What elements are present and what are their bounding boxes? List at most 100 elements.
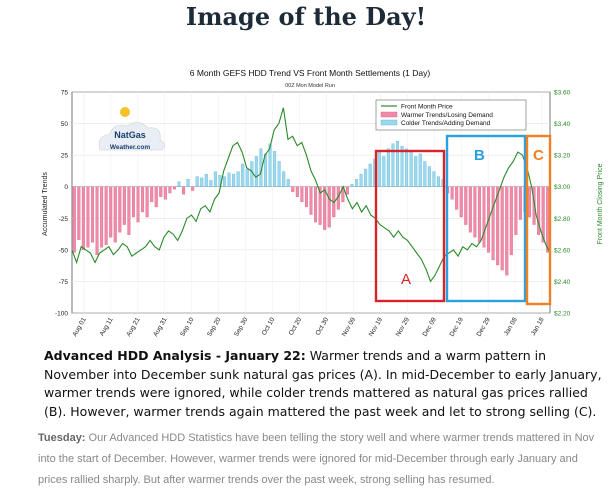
legend-swatch-warmer xyxy=(380,111,398,118)
x-tick-label: Sep 10 xyxy=(179,316,196,338)
colder-trend-bar xyxy=(436,176,440,187)
annotation-box-c xyxy=(525,134,552,306)
colder-trend-bar xyxy=(359,173,363,187)
warmer-trend-bar xyxy=(141,186,145,213)
warmer-trend-bar xyxy=(477,186,481,243)
warmer-trend-bar xyxy=(81,186,85,251)
right-tick-label: $2.20 xyxy=(554,311,571,318)
caption-text: Warmer trends and a warm pattern in Nove… xyxy=(44,348,602,419)
warmer-trend-bar xyxy=(509,186,513,256)
x-tick-label: Oct 30 xyxy=(315,316,331,336)
left-tick-label: -50 xyxy=(59,247,69,254)
warmer-trend-bar xyxy=(304,186,308,208)
annotation-label-b: B xyxy=(474,147,485,164)
left-axis-ticks: 75 50 25 0 -25 -50 -75 -100 xyxy=(55,90,68,318)
warmer-trend-bar xyxy=(455,186,459,210)
right-tick-label: $2.40 xyxy=(554,279,571,286)
left-tick-label: 50 xyxy=(61,121,69,128)
legend-box xyxy=(375,99,527,131)
x-tick-label: Oct 10 xyxy=(261,316,277,336)
colder-trend-bar xyxy=(418,153,422,187)
x-tick-label: Jan 08 xyxy=(503,316,519,337)
right-tick-label: $3.20 xyxy=(554,153,571,160)
colder-trend-bar xyxy=(286,178,290,187)
legend-label-colder: Colder Trends/Adding Demand xyxy=(401,120,491,127)
x-tick-label: Nov 29 xyxy=(395,316,412,338)
colder-trend-bar xyxy=(209,180,213,187)
colder-trend-bar xyxy=(268,143,272,187)
colder-trend-bar xyxy=(282,171,286,187)
x-tick-label: Aug 11 xyxy=(99,316,115,337)
x-tick-label: Nov 19 xyxy=(368,316,385,338)
colder-trend-bar xyxy=(364,168,368,187)
x-tick-label: Dec 29 xyxy=(475,316,492,338)
warmer-trend-bar xyxy=(318,186,322,225)
chart-subtitle: 00Z Mon Model Run xyxy=(285,83,335,89)
warmer-trend-bar xyxy=(145,186,149,218)
sun-shape xyxy=(120,107,130,117)
warmer-trend-bar xyxy=(491,186,495,261)
chart-legend: Front Month Price Warmer Trends/Losing D… xyxy=(375,99,527,131)
annotation-box-a xyxy=(374,149,446,303)
colder-trend-bar xyxy=(232,173,236,187)
colder-trend-bar xyxy=(350,184,354,187)
warmer-trend-bar xyxy=(104,186,108,245)
x-tick-label: Nov 09 xyxy=(341,316,358,338)
y-axis-label-left: Accumulated Trends xyxy=(42,172,49,236)
warmer-trend-bar xyxy=(496,186,500,266)
x-tick-label: Aug 31 xyxy=(152,316,169,338)
colder-trend-bar xyxy=(222,176,227,187)
x-tick-label: Aug 21 xyxy=(125,316,142,338)
colder-trend-bar xyxy=(213,171,217,187)
warmer-trend-bar xyxy=(172,186,176,190)
x-tick-label: Oct 20 xyxy=(288,316,304,336)
left-tick-label: 0 xyxy=(64,184,68,191)
warmer-trend-bar xyxy=(163,186,167,200)
colder-trend-bar xyxy=(177,181,181,187)
warmer-trend-bar xyxy=(518,186,522,220)
colder-trend-bar xyxy=(200,177,204,187)
colder-trend-bar xyxy=(273,151,277,187)
colder-trend-bar xyxy=(395,141,400,187)
warmer-trend-bar xyxy=(514,186,518,235)
warmer-trend-bar xyxy=(500,186,504,271)
right-tick-label: $3.60 xyxy=(554,90,571,97)
x-tick-label: Jan 18 xyxy=(530,316,546,337)
warmer-trend-bar xyxy=(131,186,135,218)
warmer-trend-bar xyxy=(541,186,545,243)
warmer-trend-bar xyxy=(459,186,463,218)
x-tick-label: Sep 30 xyxy=(233,316,250,338)
warmer-trend-bar xyxy=(72,186,76,253)
warmer-trend-bar xyxy=(154,186,158,208)
hdd-chart: 6 Month GEFS HDD Trend VS Front Month Se… xyxy=(42,68,604,338)
warmer-trend-bar xyxy=(109,186,113,238)
legend-label-price: Front Month Price xyxy=(401,104,453,111)
page-headline: Image of the Day! xyxy=(185,2,427,31)
warmer-trend-bar xyxy=(127,186,131,235)
legend-label-warmer: Warmer Trends/Losing Demand xyxy=(401,112,493,119)
x-tick-label: Dec 09 xyxy=(422,316,439,338)
x-tick-label: Aug 01 xyxy=(71,316,88,338)
colder-trend-bar xyxy=(355,178,359,187)
warmer-trend-bar xyxy=(450,186,454,200)
warmer-trend-bar xyxy=(532,186,536,225)
warmer-trend-bar xyxy=(327,186,331,228)
warmer-trend-bar xyxy=(100,186,104,248)
warmer-trend-bar xyxy=(291,186,295,192)
cloud-shape xyxy=(98,122,165,151)
logo-text-natgas: NatGas xyxy=(114,130,146,140)
warmer-trend-bar xyxy=(122,186,126,225)
colder-trend-bar xyxy=(236,171,240,187)
warmer-trend-bar xyxy=(345,186,349,195)
natgas-weather-logo: NatGas Weather.com xyxy=(98,107,165,151)
colder-trend-bar xyxy=(409,151,413,187)
warmer-trend-bar xyxy=(314,186,318,223)
body-text: Our Advanced HDD Statistics have been te… xyxy=(38,432,595,486)
warmer-trend-bar xyxy=(527,186,532,218)
caption-heading: Advanced HDD Analysis - January 22: xyxy=(44,348,306,363)
logo-text-weather: Weather.com xyxy=(110,144,151,151)
colder-trend-bar xyxy=(423,161,427,187)
colder-trend-bar xyxy=(382,156,386,187)
body-lead: Tuesday: xyxy=(38,432,86,444)
warmer-trend-bar xyxy=(77,186,81,240)
